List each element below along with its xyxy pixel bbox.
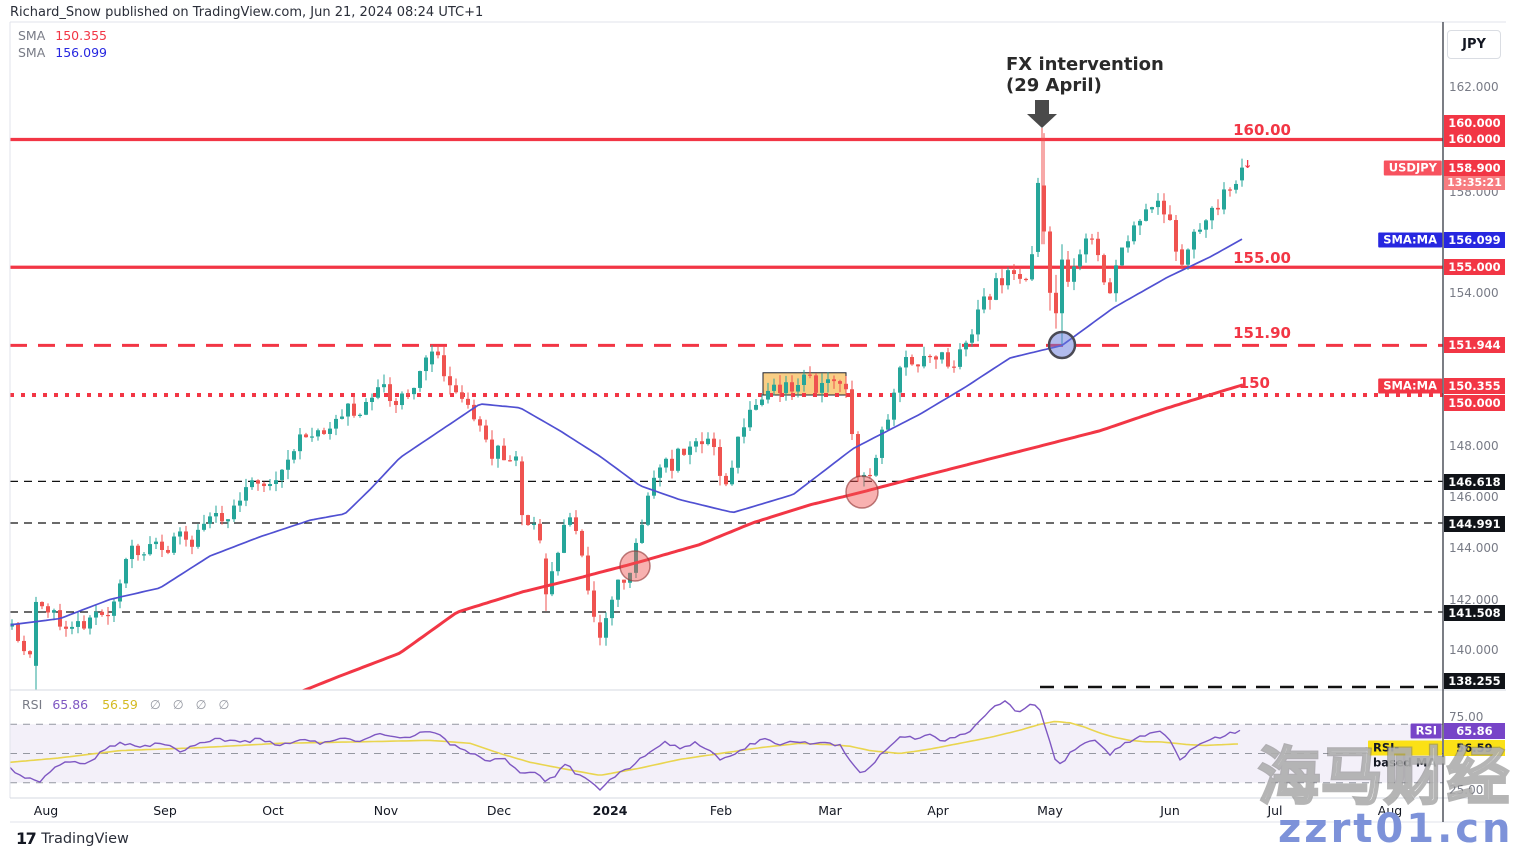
sma2-legend-row: SMA 156.099 <box>18 45 107 60</box>
series-tag: RSI-based MA <box>1368 740 1442 770</box>
axis-black-badge: 138.255 <box>1444 673 1505 689</box>
rsi-ma-line <box>10 720 1239 776</box>
sma2-value: 156.099 <box>55 45 107 60</box>
main-pane[interactable] <box>10 100 1443 694</box>
sma1-label: SMA <box>18 28 46 43</box>
marker-circle <box>619 550 651 582</box>
axis-sma-blue-badge: 156.099 <box>1444 232 1505 248</box>
level-label: 160.00 <box>1233 121 1291 139</box>
axis-price-label: 148.000 <box>1449 439 1499 453</box>
candles <box>10 133 1244 690</box>
marker-circle <box>1047 330 1077 360</box>
axis-price-label: 142.000 <box>1449 593 1499 607</box>
axis-price-label: 140.000 <box>1449 643 1499 657</box>
time-axis-label: Jun <box>1160 803 1180 818</box>
axis-red-badge: 155.000 <box>1444 259 1505 275</box>
time-axis-label: Mar <box>818 803 842 818</box>
series-tag: SMA:MA <box>1378 378 1442 394</box>
sma1-value: 150.355 <box>55 28 107 43</box>
tradingview-logo-icon: 17 <box>16 829 37 848</box>
level-label: 150 <box>1238 374 1270 392</box>
sma-200-line <box>300 383 1244 690</box>
time-axis-label: Feb <box>709 803 733 818</box>
watermark-chinese: 海马财经 <box>1257 739 1511 815</box>
axis-black-badge: 144.991 <box>1444 516 1505 532</box>
axis-last-price-badge: 158.900 <box>1444 160 1505 176</box>
down-arrow-icon <box>1035 100 1049 114</box>
time-axis-label: Oct <box>262 803 284 818</box>
axis-rsi-badge: 65.86 <box>1444 723 1505 739</box>
axis-price-label: 144.000 <box>1449 541 1499 555</box>
tradingview-logo[interactable]: 17 TradingView <box>16 829 129 848</box>
rsi-empty-plots: ∅ ∅ ∅ ∅ <box>149 697 234 712</box>
series-tag: USDJPY <box>1383 160 1442 176</box>
time-axis-label: Jul <box>1267 803 1283 818</box>
axis-black-badge: 146.618 <box>1444 474 1505 490</box>
rsi-ma-value: 56.59 <box>102 697 138 712</box>
fx-intervention-annotation-line2: (29 April) <box>1006 75 1102 96</box>
axis-price-label: 146.000 <box>1449 490 1499 504</box>
currency-button[interactable]: JPY <box>1447 30 1501 59</box>
time-axis-label: Sep <box>153 803 177 818</box>
axis-price-label: 154.000 <box>1449 286 1499 300</box>
time-axis-label: Nov <box>373 803 399 818</box>
rsi-label: RSI <box>22 697 43 712</box>
series-tag: SMA:MA <box>1378 232 1442 248</box>
axis-price-label: 25.00 <box>1449 783 1484 797</box>
header-attribution: Richard_Snow published on TradingView.co… <box>10 5 484 20</box>
time-axis-label: 2024 <box>592 803 628 818</box>
rsi-pane[interactable] <box>10 700 1443 791</box>
level-label: 155.00 <box>1233 249 1291 267</box>
rsi-value: 65.86 <box>52 697 89 712</box>
time-axis-label: May <box>1037 803 1063 818</box>
axis-red-badge: 150.355 <box>1444 378 1505 394</box>
last-tick-arrow-icon: ↓ <box>1243 158 1253 171</box>
axis-rsi-ma-badge: 56.59 <box>1444 740 1505 756</box>
level-label: 151.90 <box>1233 324 1291 342</box>
marker-circle <box>845 475 879 509</box>
sma-50-line <box>10 238 1243 626</box>
time-axis-label: Aug <box>33 803 59 818</box>
time-axis-label: Apr <box>927 803 949 818</box>
rsi-line <box>10 700 1241 791</box>
axis-red-badge: 150.000 <box>1444 395 1505 411</box>
fx-intervention-annotation-line1: FX intervention <box>1006 54 1164 75</box>
series-tag: RSI <box>1410 723 1442 739</box>
axis-black-badge: 141.508 <box>1444 605 1505 621</box>
sma1-legend-row: SMA 150.355 <box>18 28 107 43</box>
tradingview-logo-text: TradingView <box>41 830 129 847</box>
axis-red-badge: 160.000 <box>1444 115 1505 131</box>
rsi-legend-row: RSI 65.86 56.59 ∅ ∅ ∅ ∅ <box>22 697 233 712</box>
axis-price-label: 162.000 <box>1449 80 1499 94</box>
axis-red-badge: 160.000 <box>1444 131 1505 147</box>
axis-price-label: 75.00 <box>1449 710 1484 724</box>
watermark-url: zzrt01.cn <box>1278 806 1514 852</box>
time-axis-label: Dec <box>486 803 512 818</box>
sma2-label: SMA <box>18 45 46 60</box>
down-arrow-head-icon <box>1027 114 1057 128</box>
time-axis-label: Aug <box>1377 803 1403 818</box>
axis-red-badge: 151.944 <box>1444 337 1505 353</box>
axis-last-price-time: 13:35:21 <box>1444 176 1505 190</box>
